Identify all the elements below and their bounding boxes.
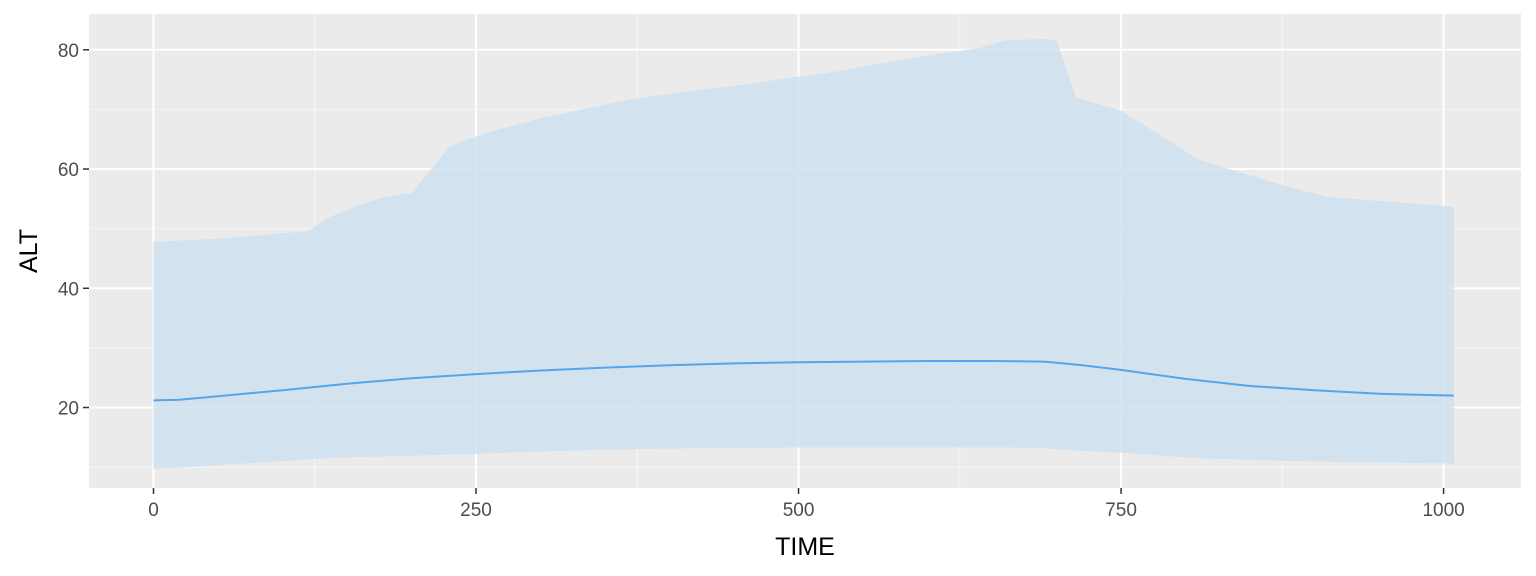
y-tick-label: 80	[58, 41, 79, 62]
y-axis-title: ALT	[15, 229, 43, 273]
x-tick-label: 0	[148, 500, 159, 521]
x-axis-title: TIME	[775, 533, 835, 561]
x-axis: 0 250 500 750 1000	[148, 488, 1465, 521]
y-tick-label: 20	[58, 399, 79, 420]
x-tick-label: 250	[460, 500, 492, 521]
x-tick-label: 1000	[1422, 500, 1464, 521]
y-tick-label: 40	[58, 279, 79, 300]
x-tick-label: 750	[1105, 500, 1137, 521]
y-tick-label: 60	[58, 160, 79, 181]
y-axis: 20 40 60 80	[58, 41, 89, 420]
x-tick-label: 500	[783, 500, 815, 521]
